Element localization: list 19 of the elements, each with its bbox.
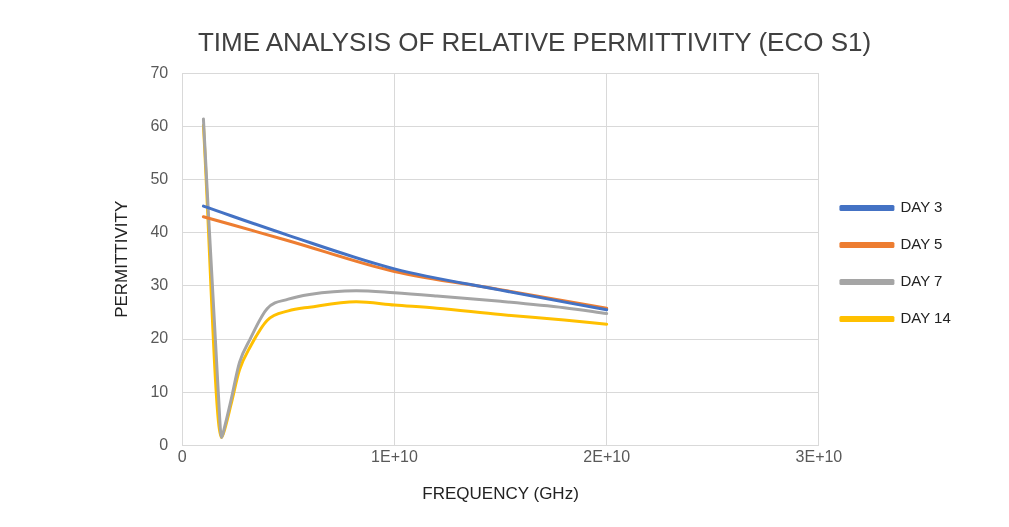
y-tick-label: 10 (150, 382, 169, 400)
legend-label: DAY 5 (900, 235, 943, 253)
x-tick-label: 2E+10 (583, 448, 631, 466)
y-tick-label: 0 (159, 435, 169, 453)
y-tick-label: 60 (150, 116, 169, 134)
x-axis-title: FREQUENCY (GHz) (422, 484, 579, 504)
legend-label: DAY 3 (900, 198, 943, 216)
y-tick-label: 70 (150, 63, 169, 81)
y-axis-title: PERMITTIVITY (111, 200, 131, 318)
y-tick-label: 50 (150, 169, 169, 187)
legend-label: DAY 14 (900, 309, 951, 327)
x-tick-label: 0 (177, 448, 187, 466)
chart-title: TIME ANALYSIS OF RELATIVE PERMITTIVITY (ECO S1) (197, 26, 872, 57)
y-tick-label: 20 (150, 329, 169, 347)
legend-label: DAY 7 (900, 272, 943, 290)
y-tick-label: 30 (150, 276, 169, 294)
x-tick-label: 1E+10 (371, 448, 418, 466)
y-tick-label: 40 (150, 223, 169, 241)
x-tick-label: 3E+10 (795, 448, 843, 466)
